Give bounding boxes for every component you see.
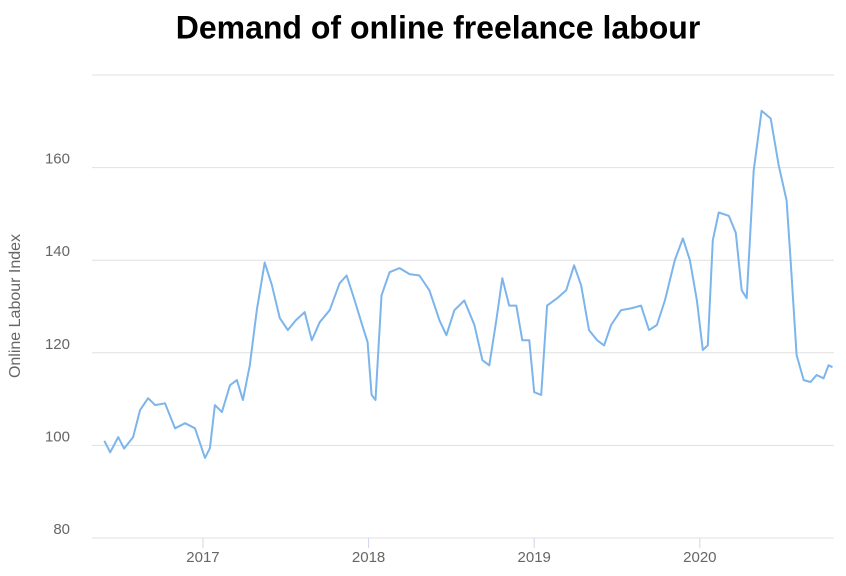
x-tick-label: 2017 (186, 549, 219, 566)
y-tick-label: 80 (53, 521, 70, 538)
data-line (103, 109, 833, 459)
y-tick-label: 160 (45, 151, 70, 168)
chart-title: Demand of online freelance labour (176, 9, 701, 45)
x-tick-label: 2018 (352, 549, 385, 566)
x-tick-label: 2019 (518, 549, 551, 566)
x-tick-label: 2020 (683, 549, 716, 566)
y-tick-label: 100 (45, 428, 70, 445)
y-axis-label: Online Labour Index (7, 234, 24, 378)
y-tick-label: 120 (45, 336, 70, 353)
y-tick-label: 140 (45, 243, 70, 260)
